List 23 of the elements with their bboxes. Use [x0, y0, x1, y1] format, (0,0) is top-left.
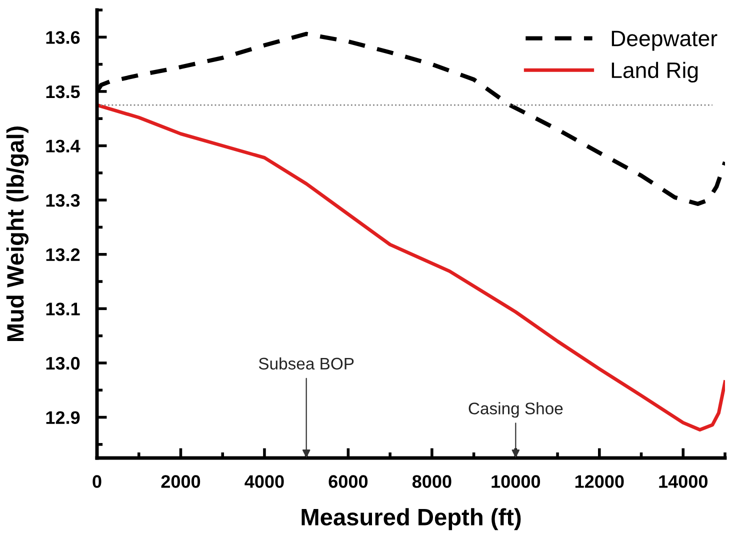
y-tick-label: 13.5	[46, 85, 80, 98]
x-tick-label: 6000	[328, 475, 368, 488]
annotation: Casing Shoe	[468, 402, 563, 418]
x-tick-label: 4000	[244, 475, 284, 488]
y-tick-label: 13.4	[46, 140, 80, 153]
x-tick-label: 14000	[659, 475, 708, 488]
y-tick-label: 13.2	[46, 248, 80, 262]
x-tick-label: 12000	[575, 475, 624, 488]
annotation: Subsea BOP	[258, 357, 354, 370]
y-axis-title: Mud Weight (lb/gal)	[6, 126, 29, 342]
y-tick-label: 12.9	[46, 411, 80, 424]
x-axis-title: Measured Depth (ft)	[302, 508, 521, 530]
line-series	[97, 103, 725, 432]
legend-label: Land Rig	[612, 62, 698, 83]
y-tick-label: 13.6	[46, 31, 80, 44]
legend-label: Deepwater	[612, 30, 718, 51]
x-tick-label: 8000	[412, 475, 452, 488]
x-tick-label: 10000	[492, 475, 540, 488]
y-tick-label: 13.3	[46, 194, 80, 207]
x-tick-label: 2000	[161, 475, 200, 488]
y-tick-label: 13.1	[46, 302, 80, 316]
y-tick-label: 13.0	[46, 356, 80, 370]
x-tick-label: 0	[92, 475, 102, 488]
